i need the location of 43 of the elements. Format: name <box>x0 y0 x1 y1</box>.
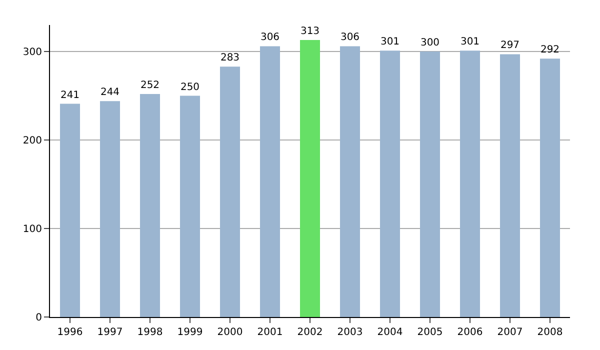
data-label: 313 <box>300 26 320 38</box>
bar <box>540 58 560 317</box>
bar <box>300 40 320 317</box>
x-tick-label: 2005 <box>417 327 443 338</box>
x-tick-label: 2007 <box>497 327 523 338</box>
x-tick-label: 2002 <box>297 327 323 338</box>
x-tick-label: 2008 <box>537 327 563 338</box>
x-tick-label: 1998 <box>137 327 163 338</box>
x-tick-label: 2000 <box>217 327 243 338</box>
x-tick-label: 1999 <box>177 327 203 338</box>
y-tick-label: 300 <box>22 47 42 58</box>
y-tick-label: 0 <box>36 312 42 324</box>
data-label: 300 <box>420 38 440 49</box>
data-label: 301 <box>460 36 480 48</box>
y-tick-label: 200 <box>22 136 42 147</box>
bar <box>380 50 400 317</box>
x-tick-label: 2003 <box>337 327 363 338</box>
bar <box>500 54 520 317</box>
data-label: 241 <box>60 90 80 101</box>
data-label: 252 <box>140 80 160 92</box>
bar <box>180 96 200 317</box>
bar <box>420 52 440 317</box>
data-label: 301 <box>380 36 400 48</box>
data-label: 250 <box>180 82 200 93</box>
bar <box>460 50 480 317</box>
x-tick-label: 2004 <box>377 327 403 338</box>
bar <box>100 101 120 317</box>
data-label: 283 <box>220 52 240 64</box>
bar <box>220 66 240 317</box>
data-label: 292 <box>540 44 560 56</box>
x-tick-label: 2006 <box>457 327 483 338</box>
data-label: 297 <box>500 40 520 52</box>
x-tick-label: 1997 <box>97 327 123 338</box>
y-tick-label: 100 <box>22 224 42 236</box>
x-tick-label: 2001 <box>257 327 283 338</box>
data-label: 306 <box>340 32 360 44</box>
bar <box>140 94 160 317</box>
bar <box>260 46 280 317</box>
bar <box>60 104 80 317</box>
data-label: 306 <box>260 32 280 44</box>
bar <box>340 46 360 317</box>
data-label: 244 <box>100 87 120 98</box>
x-tick-label: 1996 <box>57 327 83 338</box>
